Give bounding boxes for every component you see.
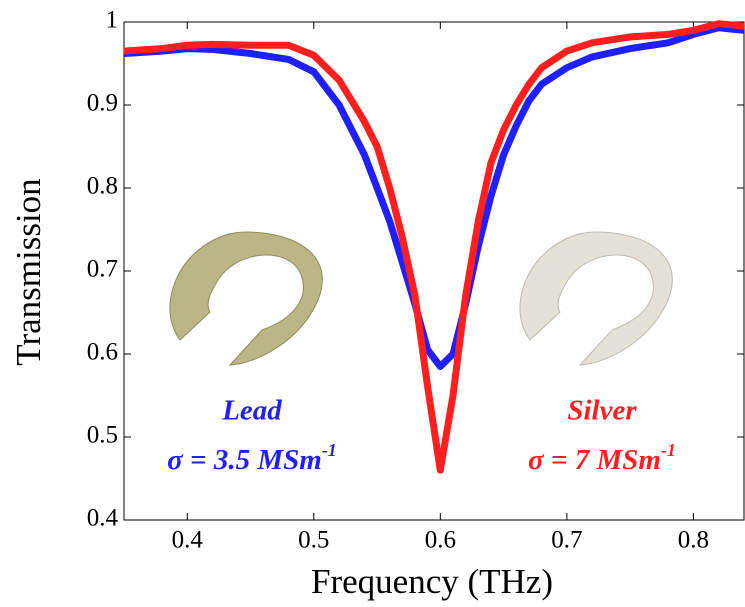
ring-lead bbox=[169, 231, 323, 366]
plot-frame bbox=[123, 21, 745, 521]
annotation-text: σ = 3.5 MSm bbox=[167, 444, 322, 476]
x-tick-label: 0.5 bbox=[298, 527, 329, 554]
y-tick-label: 0.7 bbox=[87, 256, 118, 283]
annotation: σ = 3.5 MSm-1 bbox=[167, 440, 337, 476]
y-tick-label: 0.8 bbox=[87, 173, 118, 200]
y-tick-label: 0.4 bbox=[87, 505, 119, 532]
x-tick-label: 0.7 bbox=[551, 527, 582, 554]
annotation-text: σ = 7 MSm bbox=[528, 444, 661, 476]
series-line bbox=[123, 20, 745, 474]
annotation-sup: -1 bbox=[661, 440, 676, 460]
x-tick-label: 0.6 bbox=[425, 527, 456, 554]
y-tick-label: 1 bbox=[106, 7, 119, 34]
y-tick-label: 0.6 bbox=[87, 339, 118, 366]
series-label: Silver bbox=[567, 395, 637, 427]
annotation: σ = 7 MSm-1 bbox=[528, 440, 676, 476]
y-axis-label: Transmission bbox=[9, 178, 48, 365]
x-tick-label: 0.4 bbox=[172, 527, 204, 554]
annotation-sup: -1 bbox=[322, 440, 337, 460]
ring-silver bbox=[519, 231, 673, 366]
y-tick-label: 0.5 bbox=[87, 422, 118, 449]
y-tick-label: 0.9 bbox=[87, 90, 118, 117]
x-axis-label: Frequency (THz) bbox=[311, 562, 553, 601]
series-line bbox=[123, 24, 745, 370]
x-tick-label: 0.8 bbox=[678, 527, 709, 554]
series-label: Lead bbox=[221, 395, 282, 427]
